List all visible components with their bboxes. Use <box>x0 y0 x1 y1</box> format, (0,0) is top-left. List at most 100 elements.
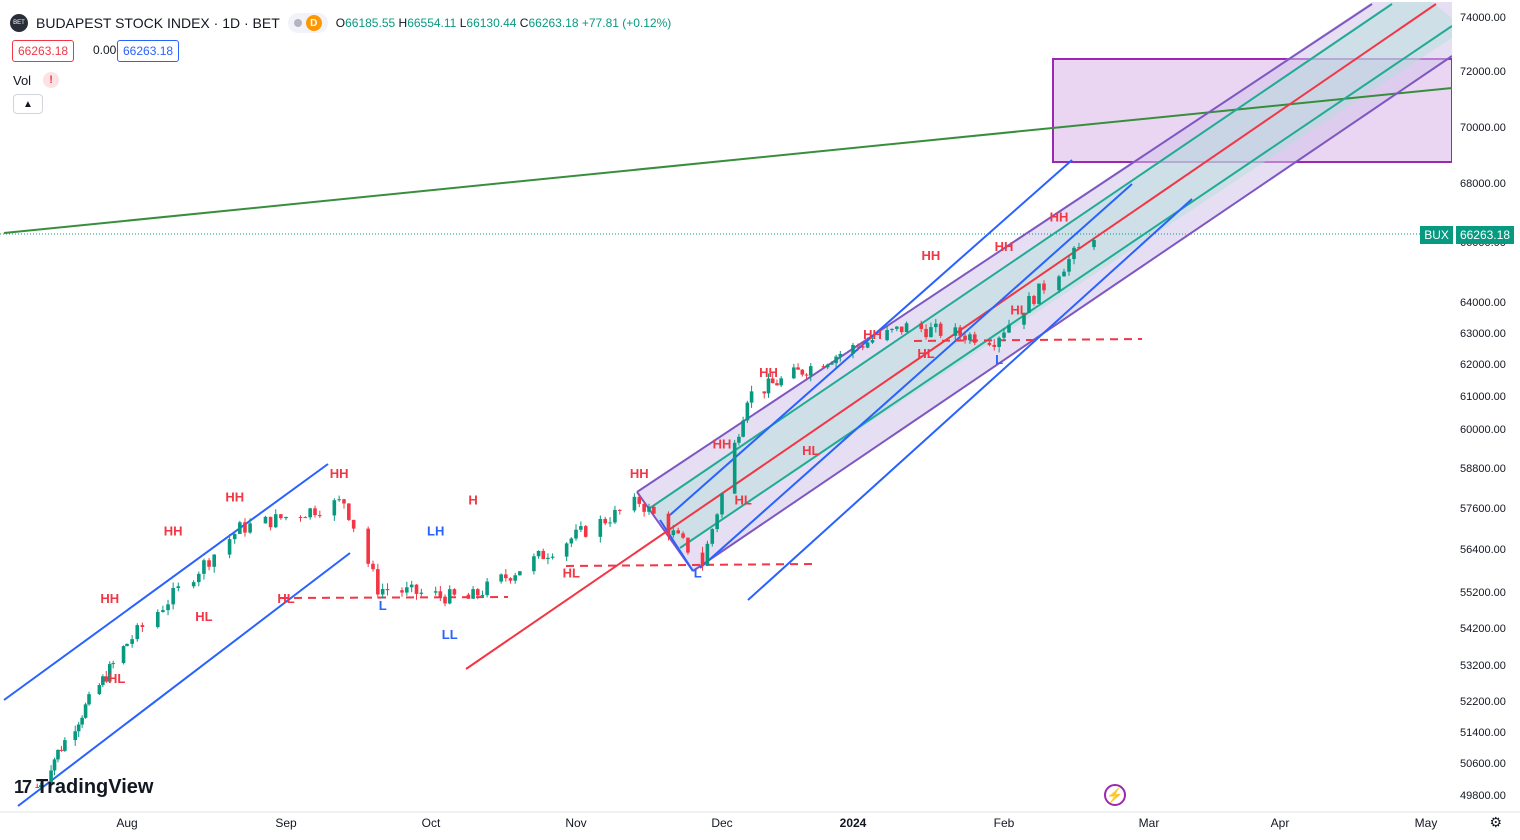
candle-body <box>207 560 211 567</box>
symbol-title[interactable]: BUDAPEST STOCK INDEX · 1D · BET <box>36 15 280 31</box>
candle <box>715 512 719 533</box>
purple-channel-lower[interactable] <box>692 55 1453 572</box>
tradingview-logo[interactable]: 17 TradingView <box>14 776 153 799</box>
candle-body <box>499 574 503 582</box>
candle-body <box>899 326 904 333</box>
candle-body <box>821 366 826 368</box>
delayed-badge: D <box>305 15 322 31</box>
candle <box>59 745 64 752</box>
vol-label: Vol <box>13 72 32 88</box>
candle <box>929 322 933 338</box>
price-axis[interactable] <box>1452 0 1520 812</box>
red-median-line[interactable] <box>465 3 1437 670</box>
candle <box>52 757 57 776</box>
candle-body <box>710 529 715 544</box>
teal-channel-lower[interactable] <box>679 25 1453 549</box>
candle <box>419 588 424 597</box>
candle <box>284 516 288 521</box>
candle-body <box>513 575 517 581</box>
candle <box>792 363 796 380</box>
candle-body <box>618 509 622 511</box>
y-tick-label: 62000.00 <box>1460 359 1506 371</box>
status-badge[interactable]: D <box>287 13 328 33</box>
candle-body <box>371 563 375 570</box>
candle-body <box>681 533 685 538</box>
tradingview-mark: 17 <box>14 777 32 797</box>
y-tick-label: 51400.00 <box>1460 727 1506 739</box>
candle-body <box>938 323 943 336</box>
candle <box>438 586 443 601</box>
candle <box>347 503 351 522</box>
candle <box>207 558 211 571</box>
blue-trend-3[interactable] <box>699 183 1133 569</box>
blue-channel-1-lower[interactable] <box>17 552 351 807</box>
candle <box>671 524 676 538</box>
gear-icon[interactable]: ⚙ <box>1489 814 1502 830</box>
candle <box>263 515 268 524</box>
candle-body <box>536 550 541 557</box>
candle <box>953 323 958 341</box>
candle <box>804 373 809 379</box>
candle-body <box>443 596 447 604</box>
pivot-label: L <box>694 566 702 581</box>
support-dashed-1[interactable] <box>279 596 509 599</box>
candle-body <box>400 590 404 593</box>
ohlc-readout: O66185.55 H66554.11 L66130.44 C66263.18 … <box>335 16 672 30</box>
candle-body <box>405 587 409 593</box>
pivot-label: HL <box>195 609 212 624</box>
pivot-label: HH <box>995 239 1014 254</box>
blue-trend-4[interactable] <box>747 198 1193 601</box>
candle <box>870 337 875 344</box>
candle-body <box>997 337 1001 347</box>
candle-body <box>808 366 813 376</box>
candle <box>380 583 385 599</box>
candle-body <box>332 500 337 516</box>
candle-body <box>140 625 145 628</box>
candle-body <box>647 506 651 512</box>
candle <box>838 350 843 362</box>
candle <box>308 507 312 520</box>
time-axis[interactable] <box>0 812 1520 840</box>
blue-trend-2[interactable] <box>669 159 1073 516</box>
y-tick-label: 50600.00 <box>1460 758 1506 770</box>
volume-indicator[interactable]: Vol ! <box>13 72 60 88</box>
warning-icon[interactable]: ! <box>43 72 60 88</box>
candle-body <box>409 584 414 588</box>
candle-body <box>770 378 775 384</box>
support-dashed-3[interactable] <box>913 338 1143 342</box>
candle <box>471 586 475 599</box>
bolt-icon[interactable]: ⚡ <box>1104 784 1126 806</box>
purple-channel-upper[interactable] <box>636 3 1373 493</box>
candle <box>409 580 414 593</box>
candle-body <box>792 367 796 379</box>
candle <box>161 605 165 613</box>
candle <box>447 585 452 605</box>
candle-body <box>968 334 972 341</box>
y-tick-label: 52200.00 <box>1460 696 1506 708</box>
candle <box>238 520 242 535</box>
x-tick-label: Mar <box>1139 816 1160 830</box>
candle-body <box>351 519 356 529</box>
candle <box>1062 268 1066 277</box>
candle <box>536 550 541 559</box>
teal-channel-upper[interactable] <box>649 3 1393 509</box>
y-tick-label: 60000.00 <box>1460 424 1506 436</box>
candle-body <box>762 391 767 394</box>
chevron-up-icon[interactable]: ▲ <box>13 94 43 114</box>
sell-price-box[interactable]: 66263.18 <box>12 40 75 62</box>
candle-body <box>870 340 875 343</box>
candle <box>749 385 754 408</box>
candle-body <box>433 591 438 593</box>
candle <box>1057 274 1061 294</box>
candle <box>608 517 612 527</box>
annotations-group: HHHLHHHLHHHLHHLLHLLHHLHHLHHHLHHHLHHHLHHL… <box>100 209 1068 686</box>
buy-price-box[interactable]: 66263.18 <box>117 40 180 62</box>
blue-channel-1-upper[interactable] <box>3 463 329 701</box>
candle <box>546 553 550 565</box>
last-price-symbol: BUX <box>1420 226 1453 244</box>
candle-body <box>243 522 247 533</box>
candle-body <box>652 506 656 514</box>
pivot-label: HH <box>225 489 244 504</box>
candle-body <box>632 496 637 511</box>
